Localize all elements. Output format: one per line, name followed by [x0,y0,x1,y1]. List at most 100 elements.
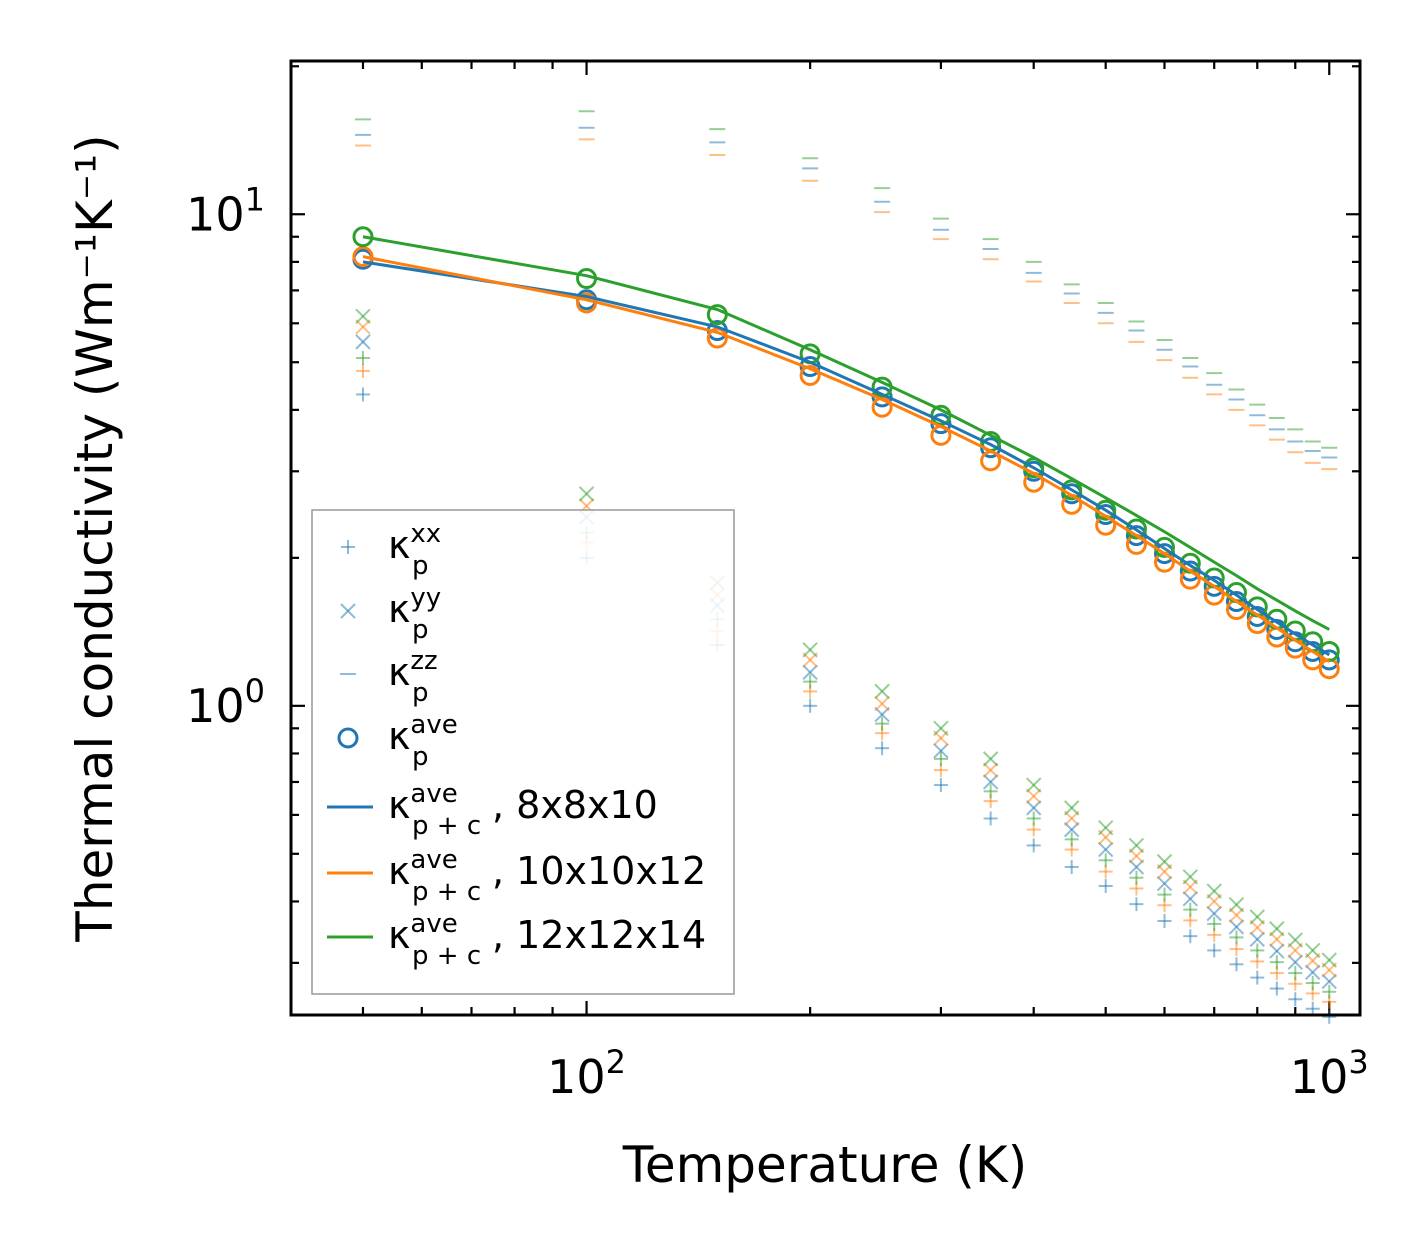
data-point-cross [1097,841,1114,858]
data-point-plus [355,351,370,366]
data-point-cross [1287,932,1303,948]
data-point-cross [1305,942,1321,959]
data-point-plus [1207,916,1222,931]
data-point-plus [1269,981,1284,996]
data-marks [352,110,1340,1024]
y-tick-label: 100 [186,672,265,733]
data-point-cross [1305,964,1321,981]
data-point-cross [1269,921,1285,937]
legend-label: κave p + c, 10x10x12 [388,845,706,907]
data-point-cross [1025,788,1042,804]
data-point-plus [1157,913,1172,928]
plot-frame [289,59,1362,1017]
data-point-circle [352,226,374,248]
series-line [362,235,1330,631]
data-point-plus [1229,930,1244,945]
data-point-cross [802,642,818,658]
data-point-cross [933,720,949,737]
legend-label: κyy p [388,583,441,645]
data-point-plus [1183,929,1198,944]
data-point-plus [1098,853,1113,868]
data-point-plus [803,698,818,713]
legend-circle-swatch [337,727,359,749]
data-point-cross [874,695,890,712]
y-tick-label: 101 [186,180,265,241]
data-point-cross [1228,919,1245,935]
data-point-plus [875,741,890,756]
data-point-plus [355,387,370,402]
legend-box [311,509,735,995]
data-point-cross [1321,973,1337,990]
data-point-cross [982,751,999,767]
data-point-plus [1098,879,1113,894]
legend-cross-swatch [340,603,356,619]
data-point-cross [933,743,949,759]
data-point-cross [355,334,371,350]
x-axis-title: Temperature (K) [622,1136,1027,1194]
legend-plus-swatch [341,540,355,554]
data-point-plus [1207,943,1222,958]
data-point-plus [983,811,998,826]
data-point-plus [1129,897,1144,912]
legend-entry: κave p + c, 12x12x14 [327,909,706,971]
data-point-plus [1129,870,1144,885]
data-point-cross [1128,859,1145,875]
data-point-plus [1229,957,1244,972]
data-point-cross [1156,853,1173,870]
series-line [362,260,1331,657]
data-point-plus [355,363,370,378]
x-tick-label: 103 [1290,1043,1369,1104]
data-point-plus [1064,860,1079,875]
data-point-plus [1305,1001,1320,1016]
data-point-cross [1206,883,1222,899]
legend-entry: κave p + c, 10x10x12 [327,845,706,907]
legend-entry: κzz p [340,646,438,708]
data-point-plus [1322,1009,1337,1024]
data-point-cross [1063,821,1080,838]
data-point-plus [1305,976,1320,991]
data-point-plus [933,751,948,766]
data-point-cross [1025,777,1042,793]
tick-labels: 102 103 100 101 [186,180,1369,1104]
data-point-cross [1249,931,1265,948]
data-point-cross [1249,909,1265,925]
data-point-cross [1156,875,1173,892]
data-point-cross [982,762,999,778]
legend-label: κxx p [388,519,441,581]
data-point-plus [1269,955,1284,970]
data-point-plus [875,716,890,731]
data-point-plus [933,778,948,793]
data-point-cross [874,683,890,700]
x-tick-label: 102 [547,1043,626,1104]
series-line [362,255,1331,663]
legend-entry: κave p + c, 8x8x10 [327,779,658,841]
data-point-plus [803,674,818,689]
data-point-cross [1128,837,1145,854]
legend-label: κave p [388,710,458,772]
data-point-plus [1250,943,1265,958]
data-point-plus [1064,832,1079,847]
legend-label: κzz p [388,646,438,708]
data-point-plus [1026,838,1041,853]
data-point-cross [355,308,371,325]
legend-entry: κave p [337,710,458,772]
data-point-plus [983,784,998,799]
legend-entry: κyy p [340,583,441,645]
data-point-cross [1228,896,1245,913]
data-point-cross [802,664,818,681]
data-point-circle [706,327,728,349]
data-point-circle [352,246,374,268]
data-point-circle [799,364,821,386]
data-point-cross [1182,891,1199,907]
data-point-plus [1183,902,1198,917]
data-point-plus [1229,942,1244,957]
data-point-cross [982,774,999,790]
data-point-cross [578,486,595,502]
legend-entry: κxx p [341,519,441,581]
data-point-plus [1322,984,1337,999]
data-point-plus [1288,966,1303,981]
data-point-cross [1321,952,1337,968]
legend-label: κave p + c, 8x8x10 [388,779,658,841]
